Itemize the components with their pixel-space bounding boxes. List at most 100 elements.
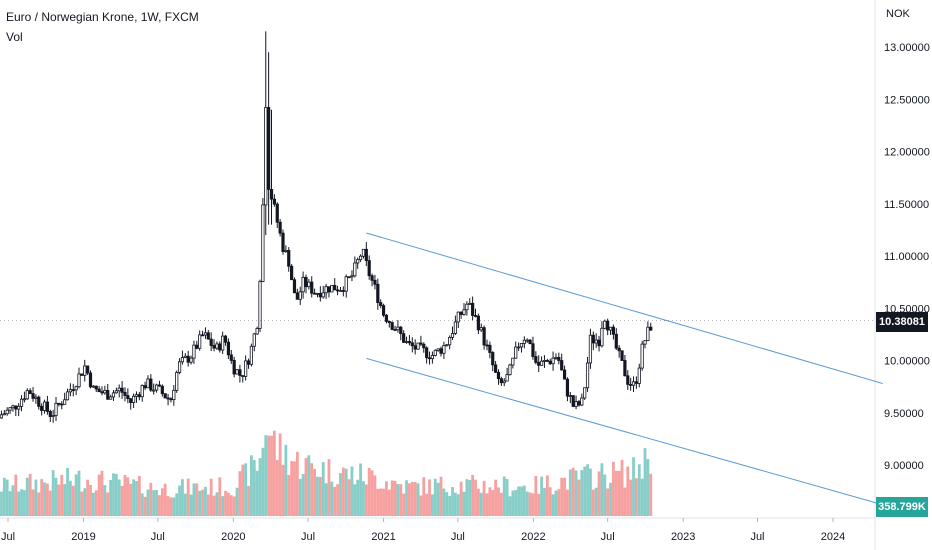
candle-body	[267, 107, 271, 190]
volume-bar	[172, 497, 176, 516]
volume-bar	[359, 463, 362, 516]
volume-bar	[152, 490, 156, 516]
time-tick-label: Jul	[301, 531, 315, 543]
candle-body	[195, 344, 199, 349]
candle-body	[347, 276, 351, 279]
volume-bar	[290, 461, 294, 516]
volume-bar	[215, 492, 219, 516]
candle-body	[396, 326, 400, 331]
candle-body	[154, 384, 159, 391]
volume-bar	[135, 481, 138, 516]
candle-body	[327, 286, 331, 293]
candle-body	[215, 343, 219, 349]
candle-body	[40, 405, 44, 411]
candle-body	[473, 315, 478, 317]
candle-body	[364, 248, 368, 261]
volume-bar	[393, 480, 397, 516]
candle-body	[577, 401, 581, 406]
candle-body	[350, 275, 354, 278]
candle-body	[315, 293, 320, 295]
candle-body	[528, 339, 532, 345]
candle-body	[68, 389, 72, 393]
candle-body	[143, 385, 147, 389]
volume-bar	[235, 487, 239, 516]
volume-label: Vol	[6, 30, 23, 44]
candle-body	[106, 389, 110, 400]
candle-body	[186, 355, 190, 363]
volume-bar	[356, 479, 360, 516]
candle-body	[166, 397, 170, 400]
candle-body	[281, 232, 285, 252]
time-tick-label: Jul	[601, 531, 615, 543]
time-tick-label: Jul	[750, 531, 764, 543]
volume-bar	[425, 493, 429, 516]
candle-body	[462, 309, 466, 315]
volume-bar	[5, 479, 9, 516]
volume-bar	[382, 488, 385, 516]
volume-bar	[310, 463, 314, 516]
candle-body	[206, 332, 210, 340]
volume-bar	[23, 490, 26, 516]
volume-bar	[364, 484, 368, 516]
volume-bar	[106, 492, 110, 516]
volume-bar	[324, 483, 328, 516]
volume-bar	[267, 435, 271, 516]
volume-bar	[597, 471, 601, 516]
volume-bar	[571, 467, 575, 516]
candle-body	[264, 107, 268, 206]
volume-bar	[114, 473, 118, 516]
candle-body	[229, 354, 233, 361]
candle-body	[160, 385, 164, 395]
candle-body	[643, 340, 647, 345]
time-tick-label: 2023	[671, 531, 695, 543]
candle-body	[301, 276, 305, 293]
volume-bar	[373, 475, 377, 516]
volume-bar	[617, 470, 621, 516]
candle-body	[189, 357, 193, 363]
candle-body	[649, 326, 653, 331]
volume-bar	[238, 471, 242, 516]
candle-body	[335, 289, 340, 292]
candle-body	[482, 327, 486, 346]
volume-bar	[31, 489, 35, 516]
candle-body	[295, 292, 299, 300]
volume-bar	[330, 481, 334, 516]
volume-bar	[453, 492, 457, 516]
candle-body	[313, 292, 317, 295]
candle-body	[459, 311, 463, 315]
volume-bar	[594, 487, 598, 516]
candle-body	[284, 249, 288, 252]
candle-body	[341, 290, 345, 292]
candle-body	[407, 341, 412, 344]
currency-label: NOK	[886, 8, 910, 20]
candle-body	[278, 221, 282, 234]
time-tick-label: 2021	[371, 531, 395, 543]
volume-bar	[17, 491, 21, 516]
candle-body	[499, 378, 503, 384]
candle-body	[427, 357, 432, 360]
candle-body	[149, 378, 153, 391]
candle-body	[97, 388, 101, 393]
candle-body	[63, 399, 67, 405]
candle-body	[91, 385, 95, 388]
volume-bar	[376, 488, 380, 516]
candle-body	[358, 255, 363, 261]
candle-body	[60, 403, 64, 406]
volume-bar	[494, 479, 498, 516]
candle-body	[8, 407, 12, 411]
volume-bar	[591, 489, 595, 516]
volume-bar	[465, 479, 469, 516]
volume-bar	[255, 470, 259, 516]
price-tick-label: 10.00000	[884, 356, 930, 368]
volume-bar	[436, 482, 440, 516]
candle-body	[494, 364, 498, 373]
volume-bar	[413, 482, 417, 516]
candle-body	[404, 341, 409, 343]
candle-body	[430, 355, 435, 360]
volume-bar	[462, 491, 466, 516]
candle-body	[140, 385, 144, 398]
volume-bar	[589, 468, 592, 516]
volume-bar	[623, 487, 627, 516]
time-tick-label: 2019	[71, 531, 95, 543]
